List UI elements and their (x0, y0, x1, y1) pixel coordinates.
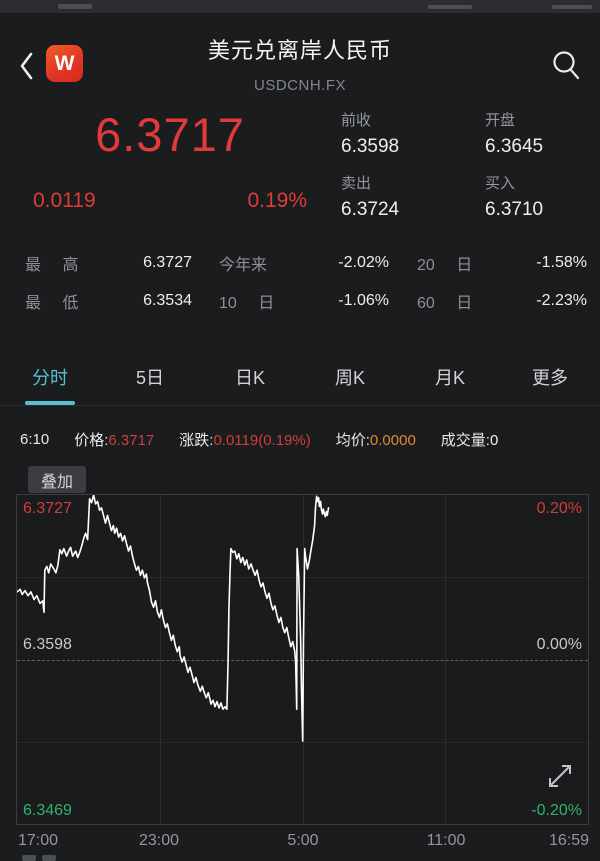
vertical-gridline (159, 495, 161, 824)
fullscreen-expand-button[interactable] (542, 758, 578, 794)
overlay-compare-button[interactable]: 叠加 (28, 466, 86, 493)
page-subtitle: USDCNH.FX (253, 77, 346, 94)
prev-close-dashed-line (17, 660, 588, 661)
field-value-open: 6.3645 (485, 136, 544, 157)
search-icon (553, 51, 580, 80)
field-value-prev-close: 6.3598 (341, 136, 400, 157)
y-label-pct-zero: 0.00% (536, 636, 582, 653)
stat-20d: 20 日 -1.58% (417, 254, 587, 274)
period-tabs: 分时 5日 日K 周K 月K 更多 (0, 352, 600, 406)
header-bar: W 美元兑离岸人民币 USDCNH.FX (0, 13, 600, 103)
tab-daily-k[interactable]: 日K (234, 368, 265, 388)
cropped-glyph-fragment (42, 855, 56, 861)
x-tick-1700: 17:00 (18, 832, 59, 849)
x-tick-2300: 23:00 (138, 832, 180, 849)
info-time: 6:10 (20, 430, 50, 448)
field-value-bid: 6.3710 (485, 199, 544, 220)
chart-plot-area[interactable]: 6.3727 0.20% 6.3598 0.00% 6.3469 -0.20% (16, 494, 589, 825)
horizontal-gridline (17, 741, 588, 743)
quote-panel: 6.3717 0.0119 0.19% 前收 6.3598 开盘 6.3645 … (0, 103, 600, 243)
field-label-open: 开盘 (485, 112, 516, 129)
wind-logo: W (46, 45, 83, 82)
y-label-prevclose: 6.3598 (23, 636, 72, 653)
cropped-bottom-strip (0, 852, 600, 861)
info-volume: 成交量:0 (440, 431, 499, 449)
y-label-pct-low: -0.20% (531, 802, 582, 819)
price-change-pct: 0.19% (247, 189, 307, 212)
stat-high: 最 高 6.3727 (25, 254, 192, 274)
last-price: 6.3717 (95, 108, 245, 161)
stat-10d: 10 日 -1.06% (219, 292, 389, 312)
field-label-bid: 买入 (485, 175, 516, 192)
stats-panel: 最 高 6.3727 今年来 -2.02% 20 日 -1.58% 最 低 6.… (0, 250, 600, 326)
wind-logo-letter: W (54, 51, 75, 75)
chevron-left-icon (20, 52, 33, 80)
y-label-low: 6.3469 (23, 802, 72, 819)
intraday-chart-section: 叠加 6.3727 0.20% 6.3598 0.00% 6.3469 -0.2… (0, 458, 600, 861)
cropped-glyph-fragment (58, 4, 92, 9)
info-price: 价格:6.3717 (74, 431, 155, 449)
price-line-svg (17, 495, 330, 742)
search-button[interactable] (550, 49, 584, 85)
info-change: 涨跌:0.0119(0.19%) (179, 431, 311, 449)
tab-more[interactable]: 更多 (532, 368, 568, 388)
tab-monthly-k[interactable]: 月K (434, 368, 465, 388)
field-value-ask: 6.3724 (341, 199, 400, 220)
expand-diagonal-arrows-icon (549, 765, 571, 787)
back-button[interactable] (12, 47, 42, 83)
y-label-high: 6.3727 (23, 500, 72, 517)
y-label-pct-high: 0.20% (536, 500, 582, 517)
x-axis: 17:00 23:00 5:00 11:00 16:59 (16, 830, 589, 854)
stat-ytd: 今年来 -2.02% (219, 254, 389, 274)
stat-low: 最 低 6.3534 (25, 292, 192, 312)
field-label-ask: 卖出 (341, 175, 372, 192)
cropped-glyph-fragment (22, 855, 36, 861)
info-avg: 均价:0.0000 (335, 431, 416, 449)
tab-intraday[interactable]: 分时 (0, 352, 100, 405)
tab-weekly-k[interactable]: 周K (334, 368, 365, 388)
vertical-gridline (445, 495, 447, 824)
stat-60d: 60 日 -2.23% (417, 292, 587, 312)
tab-5day[interactable]: 5日 (135, 368, 164, 388)
x-tick-1100: 11:00 (426, 832, 466, 849)
horizontal-gridline (17, 577, 588, 579)
crosshair-info-bar: 6:10 价格:6.3717 涨跌:0.0119(0.19%) 均价:0.000… (20, 424, 590, 454)
field-label-prev-close: 前收 (341, 112, 372, 129)
x-tick-0500: 5:00 (287, 832, 319, 849)
cropped-top-strip (0, 0, 600, 13)
price-change: 0.0119 (33, 189, 96, 212)
page-title: 美元兑离岸人民币 (207, 38, 392, 63)
cropped-glyph-fragment (552, 5, 592, 9)
x-tick-1659: 16:59 (548, 832, 589, 849)
cropped-glyph-fragment (428, 5, 472, 9)
